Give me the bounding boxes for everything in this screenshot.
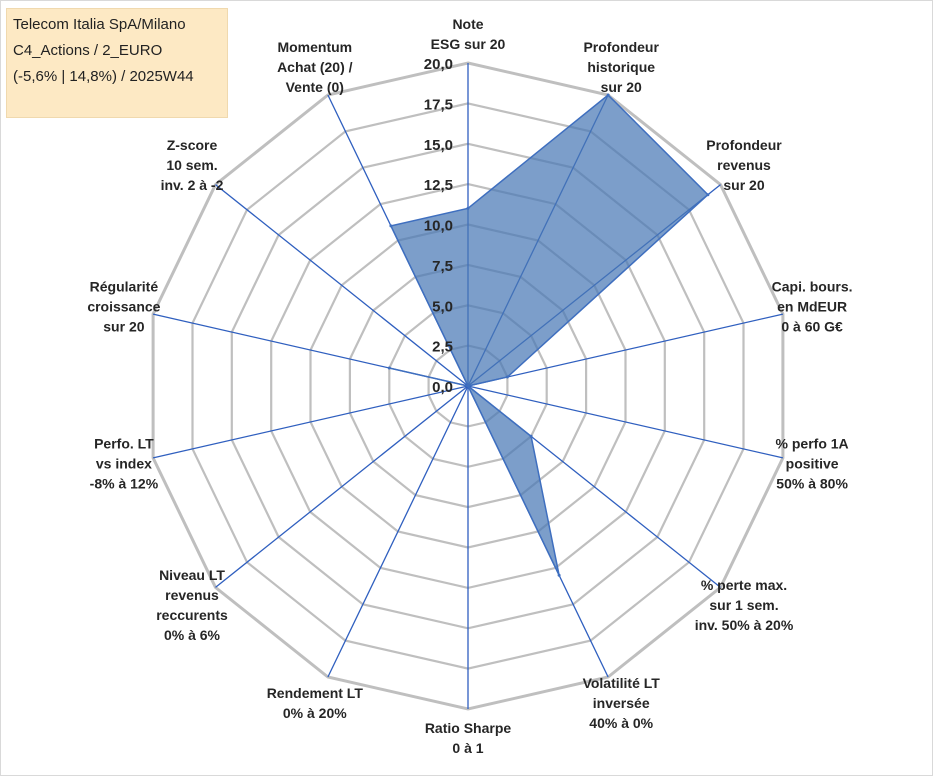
radar-ticks: 0,0 2,5 5,0 7,5 10,0 12,5 15,0 17,5 20,0 [424,56,453,396]
tick-label-3: 7,5 [432,258,453,275]
axis-label-line: 50% à 80% [776,476,848,492]
series-area-0 [389,93,709,576]
axis-label-line: Capi. bours. [772,279,853,295]
axis-label-1: Profondeur historique sur 20 [583,39,659,95]
axis-label-line: Ratio Sharpe [425,720,512,736]
axis-label-line: en MdEUR [777,299,847,315]
title-box: Telecom Italia SpA/Milano C4_Actions / 2… [6,8,228,118]
axis-label-line: 0 à 1 [452,740,483,756]
axis-label-10: Perfo. LT vs index -8% à 12% [90,436,159,492]
spoke-9 [215,385,469,588]
axis-label-line: 0 à 60 G€ [781,319,843,335]
data-point-12 [466,384,470,388]
axis-label-line: Volatilité LT [583,675,661,691]
axis-label-line: 10 sem. [166,157,217,173]
axis-label-line: Momentum [277,39,352,55]
axis-label-line: sur 20 [723,177,764,193]
spoke-8 [327,385,469,678]
axis-label-line: -8% à 12% [90,476,159,492]
axis-label-line: inversée [593,695,650,711]
axis-label-11: Régularité croissance sur 20 [87,279,160,335]
axis-label-line: Profondeur [583,39,659,55]
axis-label-line: Rendement LT [267,685,364,701]
data-point-6 [557,573,561,577]
title-line-category: C4_Actions / 2_EURO [13,42,163,59]
axis-label-line: Z-score [167,137,218,153]
tick-label-7: 17,5 [424,96,453,113]
axis-label-line: inv. 2 à -2 [161,177,224,193]
axis-label-line: sur 20 [103,319,144,335]
axis-label-2: Profondeur revenus sur 20 [706,137,782,193]
axis-label-8: Rendement LT 0% à 20% [267,685,364,721]
axis-label-5: % perte max. sur 1 sem. inv. 50% à 20% [695,577,794,633]
axis-label-line: Profondeur [706,137,782,153]
title-line-company: Telecom Italia SpA/Milano [13,16,186,33]
axis-label-6: Volatilité LT inversée 40% à 0% [583,675,661,731]
axis-label-line: sur 20 [601,79,642,95]
axis-label-line: % perfo 1A [776,436,849,452]
data-point-11 [387,366,391,370]
tick-label-6: 15,0 [424,137,453,154]
tick-label-8: 20,0 [424,56,453,73]
axis-label-line: Niveau LT [159,567,225,583]
axis-label-line: sur 1 sem. [709,597,778,613]
data-point-2 [706,193,710,197]
tick-label-4: 10,0 [424,218,453,235]
spoke-3 [467,313,784,387]
axis-label-line: vs index [96,456,152,472]
axis-label-line: ESG sur 20 [431,36,506,52]
axis-label-line: 40% à 0% [589,715,653,731]
axis-label-3: Capi. bours. en MdEUR 0 à 60 G€ [772,279,853,335]
axis-label-line: Achat (20) / [277,59,353,75]
tick-label-2: 5,0 [432,298,453,315]
axis-label-line: revenus [165,587,219,603]
axis-label-line: 0% à 20% [283,705,347,721]
axis-label-9: Niveau LT revenus reccurents 0% à 6% [156,567,228,643]
data-point-13 [389,224,393,228]
spoke-10 [152,385,469,459]
radar-axis-labels: Note ESG sur 20 Profondeur historique sur 20… [87,16,852,756]
axis-label-line: Perfo. LT [94,436,154,452]
tick-label-1: 2,5 [432,339,453,356]
data-point-0 [466,206,470,210]
axis-label-13: Momentum Achat (20) / Vente (0) [277,39,353,95]
axis-label-line: croissance [87,299,160,315]
title-line-period: (-5,6% | 14,8%) / 2025W44 [13,68,194,85]
axis-label-0: Note ESG sur 20 [431,16,506,52]
spoke-12 [215,184,469,387]
data-point-5 [529,434,533,438]
axis-label-line: historique [587,59,655,75]
axis-label-line: reccurents [156,607,228,623]
axis-label-7: Ratio Sharpe 0 à 1 [425,720,512,756]
axis-label-line: 0% à 6% [164,627,221,643]
data-point-3 [505,375,509,379]
tick-label-0: 0,0 [432,379,453,396]
axis-label-line: revenus [717,157,771,173]
spoke-4 [467,385,784,459]
axis-label-12: Z-score 10 sem. inv. 2 à -2 [161,137,224,193]
axis-label-line: inv. 50% à 20% [695,617,794,633]
tick-label-5: 12,5 [424,177,453,194]
axis-label-4: % perfo 1A positive 50% à 80% [776,436,849,492]
radar-series [387,93,710,577]
data-point-1 [606,93,610,97]
axis-label-line: Vente (0) [286,79,344,95]
axis-label-line: positive [786,456,839,472]
axis-label-line: % perte max. [701,577,787,593]
axis-label-line: Régularité [90,279,159,295]
axis-label-line: Note [452,16,483,32]
